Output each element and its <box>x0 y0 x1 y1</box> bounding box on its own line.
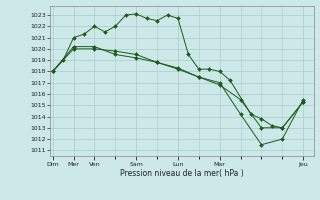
X-axis label: Pression niveau de la mer( hPa ): Pression niveau de la mer( hPa ) <box>120 169 244 178</box>
